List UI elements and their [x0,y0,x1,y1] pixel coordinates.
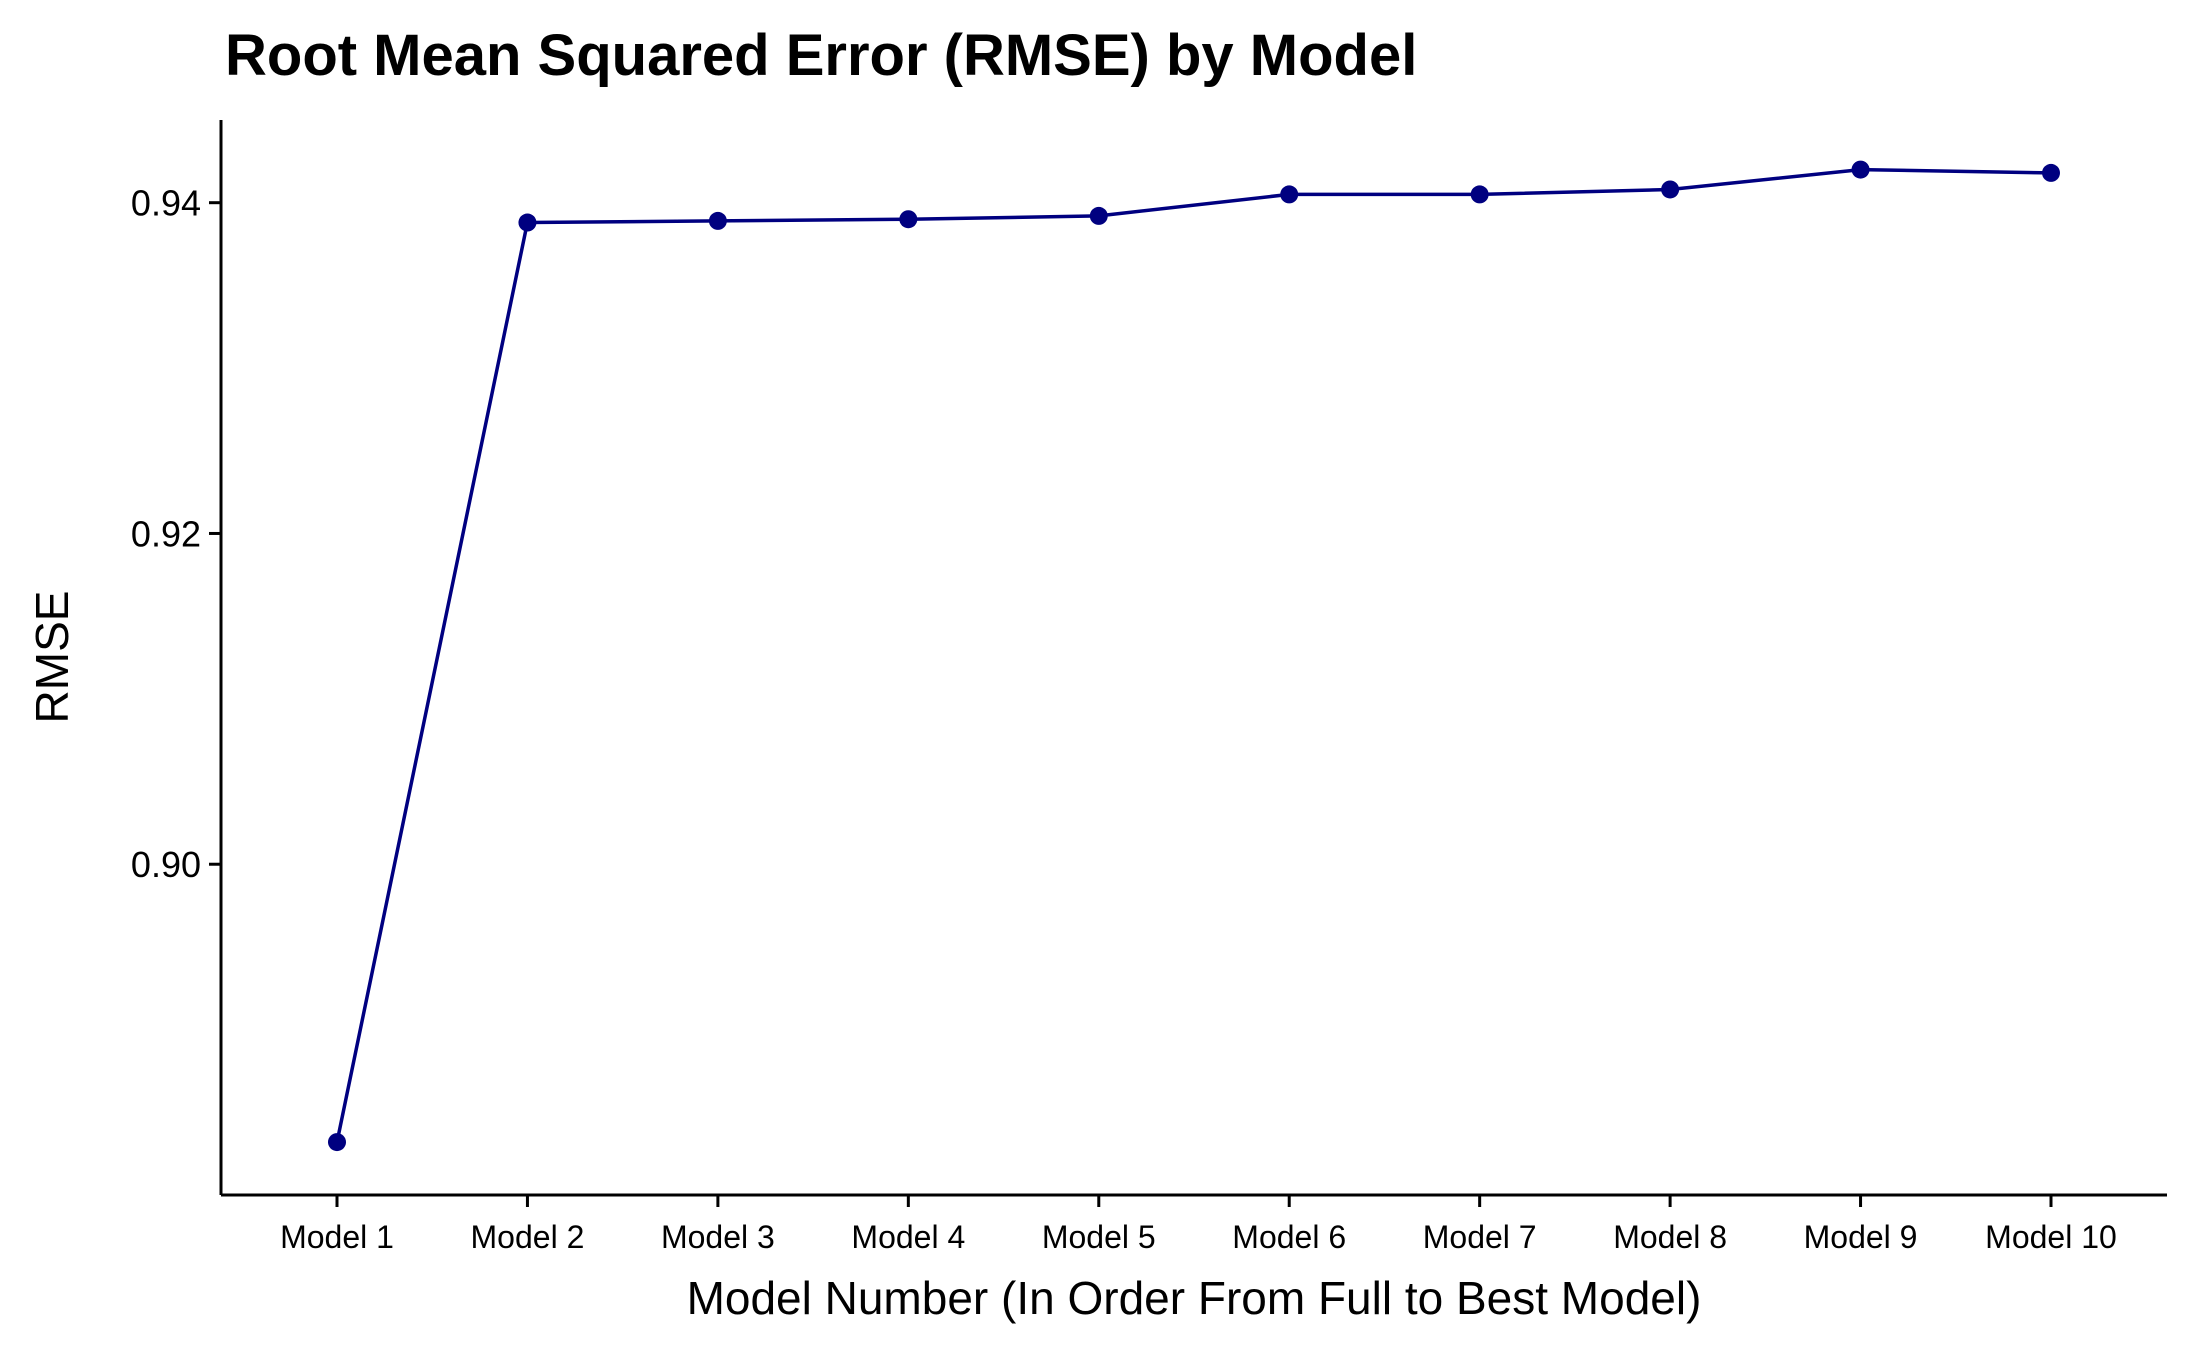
x-tick-label: Model 8 [1613,1219,1727,1255]
data-point [2042,163,2060,182]
y-axis: 0.90 0.92 0.94 [131,120,223,1195]
x-axis-title: Model Number (In Order From Full to Best… [687,1272,1702,1324]
series-layer [328,160,2060,1152]
x-tick-label: Model 1 [280,1219,394,1255]
chart-title: Root Mean Squared Error (RMSE) by Model [225,23,1417,88]
data-point [899,210,918,229]
x-tick-label: Model 7 [1423,1219,1537,1255]
data-point [328,1133,346,1152]
y-ticks: 0.90 0.92 0.94 [131,183,221,885]
x-tick-label: Model 4 [851,1219,965,1255]
y-tick-label: 0.90 [131,844,201,885]
x-tick-label: Model 10 [1985,1219,2117,1255]
data-point [1089,206,1108,225]
data-point [1470,185,1489,204]
data-point [1661,180,1680,199]
data-point [1851,160,1870,179]
data-point [1280,185,1299,204]
x-tick-label: Model 5 [1042,1219,1156,1255]
x-tick-label: Model 3 [661,1219,775,1255]
x-ticks: Model 1 Model 2 Model 3 Model 4 Model 5 Model… [280,1195,2117,1255]
y-tick-label: 0.92 [131,513,201,554]
x-tick-label: Model 2 [471,1219,585,1255]
x-tick-label: Model 6 [1232,1219,1346,1255]
data-point [518,213,537,232]
data-point [708,211,727,230]
x-axis: Model 1 Model 2 Model 3 Model 4 Model 5 Model… [221,1193,2167,1255]
series-line [335,167,2052,1143]
y-axis-title: RMSE [26,591,78,724]
y-tick-label: 0.94 [131,183,201,224]
x-tick-label: Model 9 [1804,1219,1918,1255]
